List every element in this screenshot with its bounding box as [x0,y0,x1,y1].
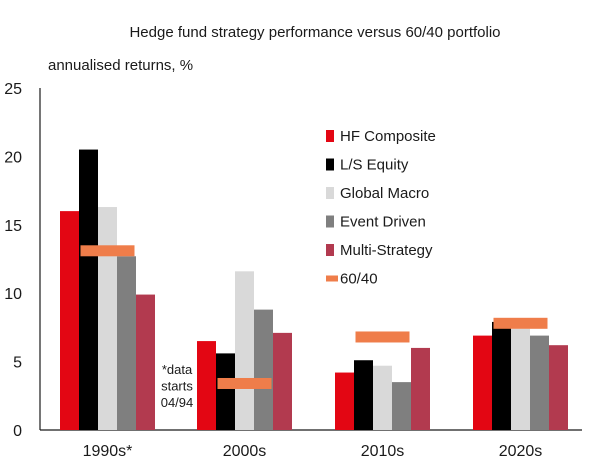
bar-global-macro [373,365,392,430]
benchmark-marker [355,331,410,343]
bar-event-driven [530,335,549,430]
legend-swatch [326,130,334,142]
legend-label: Event Driven [340,214,426,231]
legend-label: Global Macro [340,185,429,202]
bar-event-driven [392,382,411,430]
x-tick-label: 1990s* [83,443,133,460]
bars-group [60,149,568,430]
y-tick-label: 5 [13,355,22,372]
x-axis: 1990s* 2000s 2010s 2020s [83,443,543,460]
legend-label: 60/40 [340,271,378,288]
y-axis-label: annualised returns, % [48,57,193,74]
legend-label: Multi-Strategy [340,242,433,259]
bar-multi-strategy [549,345,568,430]
benchmark-markers [80,245,548,389]
bar-multi-strategy [136,294,155,430]
legend-swatch [326,187,334,199]
y-tick-label: 25 [4,81,22,98]
bar-l-s-equity [492,321,511,430]
x-tick-label: 2000s [223,443,267,460]
y-tick-label: 10 [4,286,22,303]
bar-l-s-equity [216,353,235,430]
bar-hf-composite [335,372,354,430]
legend: HF Composite L/S Equity Global Macro Event … [326,128,436,288]
annotation-line: starts [161,379,193,394]
legend-swatch [326,244,334,256]
benchmark-marker [80,245,135,257]
bar-hf-composite [60,211,79,430]
annotation-line: 04/94 [161,395,194,410]
legend-swatch [326,275,338,282]
bar-event-driven [254,309,273,430]
bar-multi-strategy [273,332,292,430]
annotation-line: *data [162,362,193,377]
bar-l-s-equity [79,149,98,430]
bar-event-driven [117,256,136,430]
benchmark-marker [493,317,548,329]
benchmark-marker [217,377,272,389]
legend-swatch [326,215,334,228]
bar-global-macro [98,207,117,430]
bar-global-macro [235,271,254,430]
y-tick-label: 15 [4,218,22,235]
y-axis: 0 5 10 15 20 25 [4,81,22,440]
y-tick-label: 0 [13,423,22,440]
legend-label: HF Composite [340,128,436,145]
legend-swatch [326,158,334,171]
bar-hf-composite [197,341,216,430]
x-tick-label: 2020s [499,443,543,460]
x-tick-label: 2010s [361,443,405,460]
bar-multi-strategy [411,347,430,430]
bar-hf-composite [473,335,492,430]
chart-title: Hedge fund strategy performance versus 6… [129,24,500,41]
bar-global-macro [511,328,530,430]
legend-label: L/S Equity [340,157,409,174]
bar-l-s-equity [354,360,373,430]
y-tick-label: 20 [4,149,22,166]
